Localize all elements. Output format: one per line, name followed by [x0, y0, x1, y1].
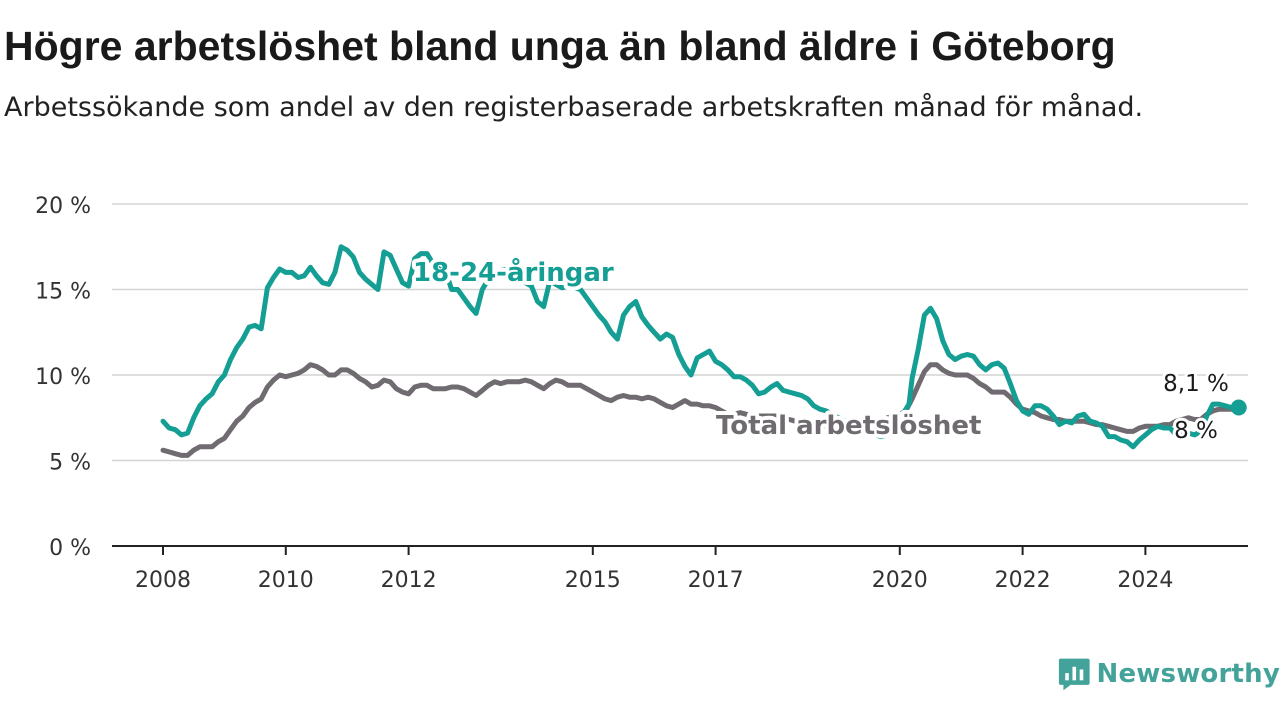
series-line-youth	[160, 244, 1242, 450]
newsworthy-logo-icon	[1058, 658, 1090, 691]
x-axis: 2008 2010 2012 2015 2017 2020 2022 2024	[112, 545, 1248, 593]
end-value-label-total: 8 %	[1174, 418, 1218, 444]
gridlines	[112, 203, 1248, 462]
series-label-total: Total arbetslöshet	[716, 411, 981, 441]
end-value-label-youth: 8,1 %	[1163, 371, 1229, 397]
x-tick-label: 2008	[135, 568, 191, 593]
y-tick-label: 5 %	[49, 451, 91, 476]
endpoint-dot-youth	[1230, 399, 1247, 416]
x-tick-label: 2012	[381, 568, 437, 593]
series-label-youth: 18-24-åringar	[413, 256, 614, 288]
series-line-total	[160, 362, 1242, 458]
chart-title: Högre arbetslöshet bland unga än bland ä…	[4, 23, 1116, 69]
y-tick-label: 10 %	[35, 365, 91, 390]
x-tick-label: 2020	[872, 568, 928, 593]
series-lines	[160, 244, 1247, 458]
y-tick-label: 0 %	[49, 536, 91, 561]
x-tick-label: 2017	[688, 568, 744, 593]
brand-name: Newsworthy	[1096, 659, 1280, 689]
newsworthy-logo: Newsworthy	[1058, 654, 1280, 694]
chart-subtitle: Arbetssökande som andel av den registerb…	[4, 92, 1144, 123]
x-tick-label: 2010	[258, 568, 314, 593]
y-tick-label: 20 %	[35, 194, 91, 219]
y-tick-label: 15 %	[35, 280, 91, 305]
x-tick-label: 2022	[995, 568, 1051, 593]
y-axis-tick-labels: 0 % 5 % 10 % 15 % 20 %	[35, 194, 91, 561]
x-tick-label: 2024	[1117, 568, 1173, 593]
series-labels: 18-24-åringar Total arbetslöshet 8,1 % 8 %	[409, 252, 1232, 447]
x-tick-label: 2015	[565, 568, 621, 593]
